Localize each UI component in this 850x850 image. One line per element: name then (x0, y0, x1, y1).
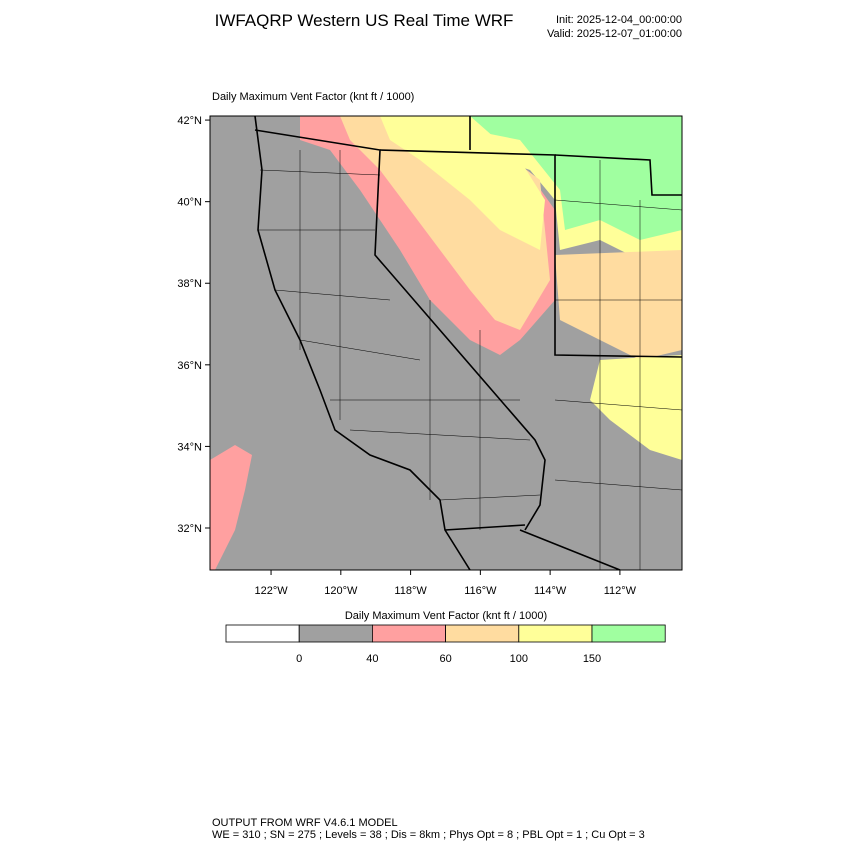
boundaries (254, 116, 682, 570)
colorbar-label: 100 (510, 653, 528, 665)
colorbar-box (298, 624, 373, 643)
colorbar-box (225, 624, 300, 643)
map-frame (209, 115, 683, 571)
lon-label: 118°W (394, 585, 427, 597)
map (209, 115, 683, 571)
lat-label: 34°N (177, 441, 202, 453)
field-orange-2 (555, 250, 682, 360)
lat-label: 32°N (177, 523, 202, 535)
lon-label: 112°W (604, 585, 637, 597)
colorbar-title: Daily Maximum Vent Factor (knt ft / 1000… (345, 610, 547, 622)
colorbar-box (591, 624, 666, 643)
title: IWFAQRP Western US Real Time WRF (215, 11, 514, 30)
colorbar-label: 0 (296, 653, 302, 665)
field-green (470, 116, 682, 240)
county-lines (258, 150, 682, 570)
colorbar-box (518, 624, 593, 643)
init-time: Init: 2025-12-04_00:00:00 (556, 14, 682, 26)
lat-label: 36°N (177, 360, 202, 372)
lon-label: 120°W (324, 585, 358, 597)
colorbar-label: 150 (583, 653, 601, 665)
lat-label: 42°N (177, 115, 202, 127)
colorbar-box (371, 624, 446, 643)
field-yellow-2 (380, 116, 545, 250)
lat-label: 40°N (177, 197, 202, 209)
footer-line: OUTPUT FROM WRF V4.6.1 MODEL (212, 817, 398, 829)
colorbar-box (445, 624, 520, 643)
field-pink-ocean (210, 445, 252, 570)
field-yellow-3 (590, 355, 682, 460)
colorbar-label: 60 (439, 653, 451, 665)
colorbar-label: 40 (366, 653, 378, 665)
map-title: Daily Maximum Vent Factor (knt ft / 1000… (212, 91, 414, 103)
valid-time: Valid: 2025-12-07_01:00:00 (547, 28, 682, 40)
lon-label: 114°W (534, 585, 567, 597)
colorbar: Daily Maximum Vent Factor (knt ft / 1000… (345, 610, 547, 622)
lat-label: 38°N (177, 278, 202, 290)
lon-label: 116°W (464, 585, 497, 597)
lon-label: 122°W (254, 585, 288, 597)
footer-line: WE = 310 ; SN = 275 ; Levels = 38 ; Dis … (212, 829, 645, 841)
